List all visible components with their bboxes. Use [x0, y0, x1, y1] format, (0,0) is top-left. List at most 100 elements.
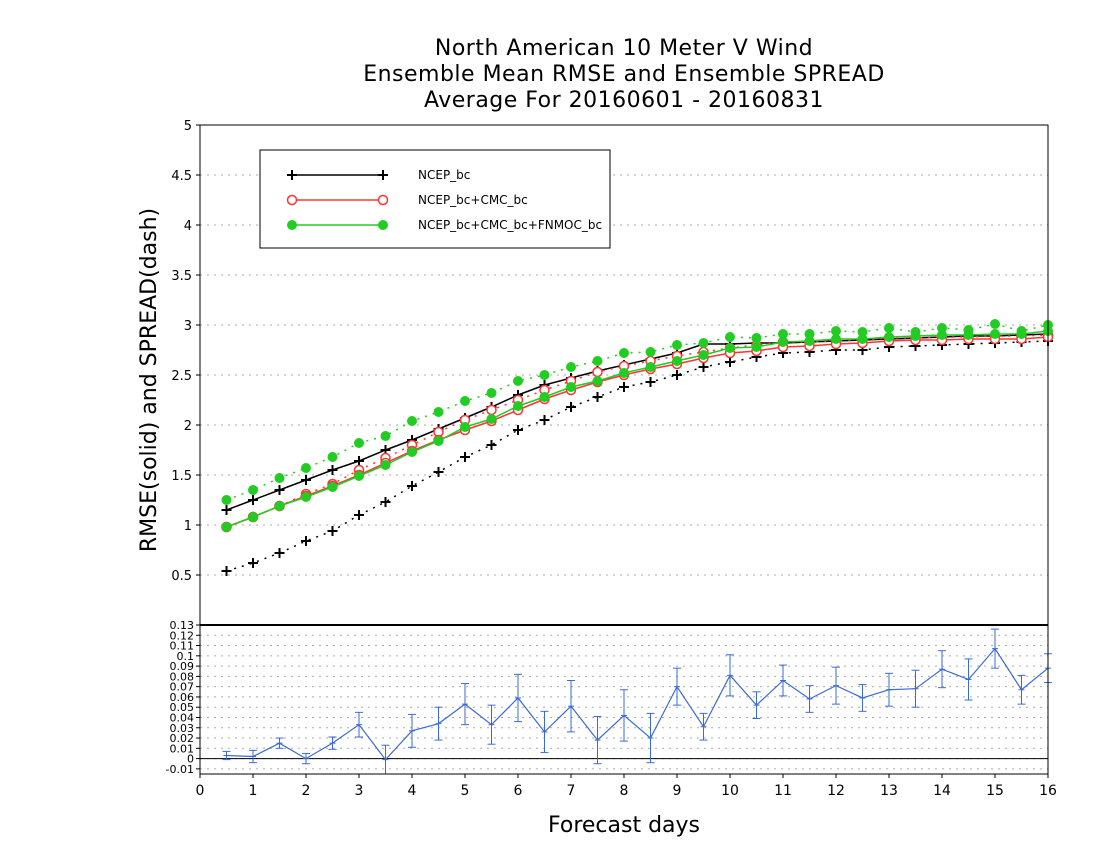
- rmse-point-ncep-bc-cmc-bc-fnmoc-bc: [248, 512, 258, 522]
- top-panel-y-tick-labels: 0.5 1 1.5 2 2.5 3 3.5 4 4.5 5: [171, 119, 192, 584]
- bottom-panel-y-tick-labels: -0.0100.010.020.030.040.050.060.070.080.…: [166, 619, 194, 776]
- rmse-point-ncep-bc-cmc-bc-fnmoc-bc: [910, 331, 921, 341]
- x-tick-label: 14: [933, 783, 951, 799]
- spread-point-ncep-bc-cmc-bc-fnmoc-bc: [619, 348, 629, 358]
- rmse-point-ncep-bc-cmc-bc-fnmoc-bc: [884, 332, 894, 342]
- bottom-panel-grid: [196, 624, 1048, 770]
- spread-point-ncep-bc-cmc-bc-fnmoc-bc: [513, 376, 523, 386]
- x-tick-label: 4: [408, 783, 417, 799]
- spread-point-ncep-bc: [513, 425, 523, 435]
- x-tick-label: 3: [355, 783, 364, 799]
- spread-point-ncep-bc: [486, 440, 497, 450]
- difference-line: [226, 647, 1049, 761]
- chart-title-line-1: North American 10 Meter V Wind: [434, 36, 814, 61]
- x-tick-label: 5: [461, 783, 470, 799]
- spread-point-ncep-bc: [698, 362, 709, 372]
- spread-point-ncep-bc-cmc-bc-fnmoc-bc: [539, 370, 550, 380]
- rmse-point-ncep-bc-cmc-bc-fnmoc-bc: [990, 329, 1000, 339]
- rmse-point-ncep-bc-cmc-bc-fnmoc-bc: [566, 382, 576, 392]
- spread-point-ncep-bc: [221, 566, 232, 576]
- spread-point-ncep-bc-cmc-bc: [486, 404, 497, 416]
- spread-point-ncep-bc: [354, 510, 364, 520]
- top-y-tick-label: 0.5: [171, 569, 192, 584]
- bottom-y-tick-label: 0.02: [170, 732, 195, 745]
- x-tick-label: 9: [673, 783, 682, 799]
- rmse-point-ncep-bc-cmc-bc-fnmoc-bc: [619, 368, 629, 378]
- rmse-point-ncep-bc-cmc-bc-fnmoc-bc: [937, 330, 947, 340]
- bottom-panel-series: [222, 628, 1052, 775]
- legend-box: [259, 149, 611, 249]
- legend-marker-ncep-bc-cmc-bc: [377, 194, 389, 206]
- rmse-point-ncep-bc: [221, 505, 232, 515]
- spread-point-ncep-bc: [274, 548, 285, 558]
- x-tick-label: 10: [721, 783, 739, 799]
- spread-point-ncep-bc-cmc-bc-fnmoc-bc: [380, 431, 391, 441]
- spread-point-ncep-bc-cmc-bc-fnmoc-bc: [407, 416, 417, 426]
- rmse-point-ncep-bc-cmc-bc-fnmoc-bc: [592, 376, 603, 386]
- bottom-y-tick-label: 0.03: [170, 722, 195, 735]
- rmse-point-ncep-bc-cmc-bc-fnmoc-bc: [804, 336, 815, 346]
- spread-point-ncep-bc-cmc-bc-fnmoc-bc: [460, 396, 470, 406]
- legend-marker-ncep-bc: [287, 170, 297, 180]
- spread-point-ncep-bc: [407, 481, 417, 491]
- rmse-line-ncep-bc-cmc-bc: [226, 336, 1049, 528]
- chart-title-line-2: Ensemble Mean RMSE and Ensemble SPREAD: [363, 62, 885, 87]
- top-y-tick-label: 4: [184, 219, 192, 234]
- rmse-point-ncep-bc-cmc-bc-fnmoc-bc: [831, 334, 841, 344]
- legend: NCEP_bc NCEP_bc+CMC_bc NCEP_bc+CMC_bc+FNMO…: [259, 149, 611, 249]
- bottom-y-tick-label: 0.12: [170, 629, 195, 642]
- rmse-point-ncep-bc-cmc-bc-fnmoc-bc: [301, 492, 311, 502]
- spread-point-ncep-bc-cmc-bc-fnmoc-bc: [327, 452, 338, 462]
- rmse-point-ncep-bc-cmc-bc-fnmoc-bc: [380, 460, 391, 470]
- spread-point-ncep-bc-cmc-bc: [592, 366, 603, 378]
- spread-point-ncep-bc-cmc-bc-fnmoc-bc: [990, 319, 1000, 329]
- bottom-y-tick-label: 0: [187, 753, 194, 766]
- spread-point-ncep-bc-cmc-bc-fnmoc-bc: [672, 340, 682, 350]
- top-y-tick-label: 1: [184, 519, 192, 534]
- bottom-y-tick-label: 0.01: [170, 742, 195, 755]
- rmse-point-ncep-bc-cmc-bc-fnmoc-bc: [725, 343, 735, 353]
- top-panel-series: [221, 319, 1054, 576]
- rmse-point-ncep-bc-cmc-bc-fnmoc-bc: [354, 471, 364, 481]
- x-tick-label: 8: [620, 783, 629, 799]
- x-tick-label: 7: [567, 783, 576, 799]
- spread-point-ncep-bc-cmc-bc-fnmoc-bc: [433, 407, 444, 417]
- spread-point-ncep-bc: [592, 392, 603, 402]
- top-y-tick-label: 1.5: [171, 469, 192, 484]
- spread-point-ncep-bc-cmc-bc-fnmoc-bc: [486, 388, 497, 398]
- x-tick-label: 6: [514, 783, 523, 799]
- spread-point-ncep-bc-cmc-bc-fnmoc-bc: [725, 332, 735, 342]
- y-axis-label: RMSE(solid) and SPREAD(dash): [137, 208, 162, 552]
- top-y-tick-label: 2.5: [171, 369, 192, 384]
- spread-point-ncep-bc: [539, 415, 550, 425]
- x-tick-label: 12: [827, 783, 845, 799]
- spread-point-ncep-bc-cmc-bc-fnmoc-bc: [301, 463, 311, 473]
- rmse-point-ncep-bc-cmc-bc-fnmoc-bc: [274, 501, 285, 511]
- rmse-point-ncep-bc: [301, 475, 311, 485]
- legend-label-ncep-bc: NCEP_bc: [418, 168, 470, 182]
- rmse-point-ncep-bc-cmc-bc-fnmoc-bc: [645, 362, 656, 372]
- x-tick-label: 0: [196, 783, 205, 799]
- spread-point-ncep-bc-cmc-bc-fnmoc-bc: [221, 495, 232, 505]
- rmse-line-ncep-bc: [226, 333, 1049, 511]
- bottom-y-tick-label: 0.08: [170, 670, 195, 683]
- x-tick-label: 2: [302, 783, 311, 799]
- bottom-y-tick-label: 0.06: [170, 691, 195, 704]
- spread-point-ncep-bc-cmc-bc-fnmoc-bc: [274, 473, 285, 483]
- x-tick-label: 11: [774, 783, 792, 799]
- rmse-point-ncep-bc-cmc-bc-fnmoc-bc: [513, 401, 523, 411]
- rmse-point-ncep-bc: [354, 456, 364, 466]
- spread-point-ncep-bc-cmc-bc-fnmoc-bc: [645, 347, 656, 357]
- rmse-point-ncep-bc-cmc-bc-fnmoc-bc: [963, 330, 974, 340]
- rmse-point-ncep-bc: [274, 485, 285, 495]
- x-tick-label: 16: [1039, 783, 1057, 799]
- spread-point-ncep-bc: [460, 452, 470, 462]
- legend-marker-ncep-bc-cmc-bc-fnmoc-bc: [378, 220, 388, 230]
- x-tick-label: 15: [986, 783, 1004, 799]
- legend-label-ncep-bc-cmc-bc-fnmoc-bc: NCEP_bc+CMC_bc+FNMOC_bc: [418, 218, 602, 232]
- rmse-point-ncep-bc-cmc-bc-fnmoc-bc: [539, 392, 550, 402]
- top-y-tick-label: 3: [184, 319, 192, 334]
- spread-line-ncep-bc: [226, 340, 1049, 572]
- spread-point-ncep-bc: [248, 558, 258, 568]
